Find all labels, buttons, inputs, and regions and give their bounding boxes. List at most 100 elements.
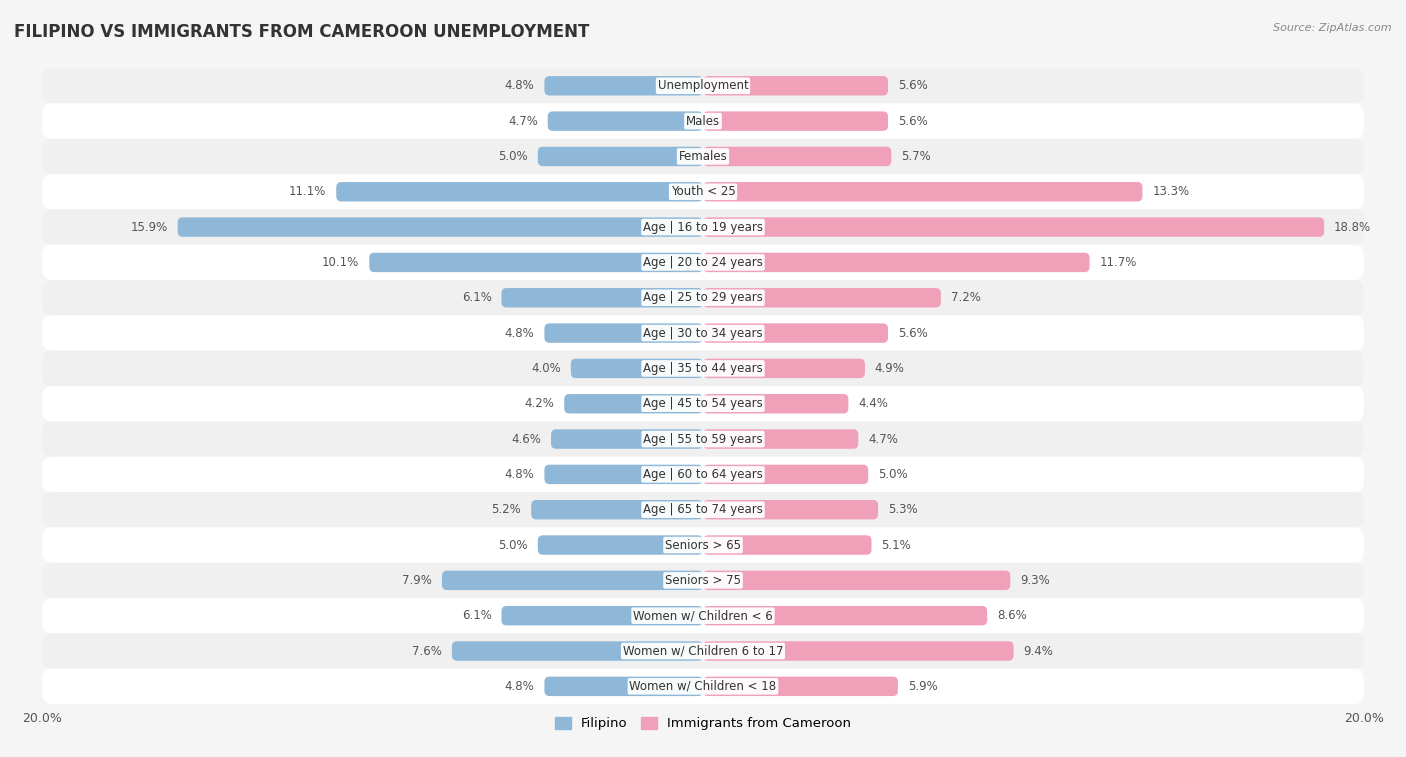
FancyBboxPatch shape [502, 288, 703, 307]
Text: 15.9%: 15.9% [131, 220, 167, 234]
FancyBboxPatch shape [703, 288, 941, 307]
Text: 9.3%: 9.3% [1021, 574, 1050, 587]
Text: Age | 55 to 59 years: Age | 55 to 59 years [643, 432, 763, 446]
FancyBboxPatch shape [703, 571, 1011, 590]
FancyBboxPatch shape [703, 394, 848, 413]
FancyBboxPatch shape [42, 456, 1364, 492]
FancyBboxPatch shape [551, 429, 703, 449]
Text: 4.8%: 4.8% [505, 326, 534, 340]
Text: 4.8%: 4.8% [505, 680, 534, 693]
Text: Women w/ Children < 6: Women w/ Children < 6 [633, 609, 773, 622]
FancyBboxPatch shape [703, 535, 872, 555]
FancyBboxPatch shape [703, 111, 889, 131]
Text: 5.6%: 5.6% [898, 79, 928, 92]
Text: 4.4%: 4.4% [858, 397, 889, 410]
FancyBboxPatch shape [42, 210, 1364, 245]
Text: 4.7%: 4.7% [508, 114, 537, 128]
FancyBboxPatch shape [42, 634, 1364, 668]
Text: Source: ZipAtlas.com: Source: ZipAtlas.com [1274, 23, 1392, 33]
FancyBboxPatch shape [537, 535, 703, 555]
FancyBboxPatch shape [531, 500, 703, 519]
FancyBboxPatch shape [703, 641, 1014, 661]
FancyBboxPatch shape [42, 562, 1364, 598]
Text: 5.9%: 5.9% [908, 680, 938, 693]
Text: 4.2%: 4.2% [524, 397, 554, 410]
Text: 4.8%: 4.8% [505, 79, 534, 92]
Text: Age | 60 to 64 years: Age | 60 to 64 years [643, 468, 763, 481]
Text: Females: Females [679, 150, 727, 163]
Text: 9.4%: 9.4% [1024, 644, 1053, 658]
FancyBboxPatch shape [544, 465, 703, 484]
Text: Youth < 25: Youth < 25 [671, 185, 735, 198]
Text: Age | 16 to 19 years: Age | 16 to 19 years [643, 220, 763, 234]
FancyBboxPatch shape [703, 147, 891, 167]
Text: 6.1%: 6.1% [461, 291, 492, 304]
Text: Seniors > 75: Seniors > 75 [665, 574, 741, 587]
Text: 11.7%: 11.7% [1099, 256, 1137, 269]
Text: 4.9%: 4.9% [875, 362, 904, 375]
Text: 4.6%: 4.6% [512, 432, 541, 446]
Text: 8.6%: 8.6% [997, 609, 1026, 622]
FancyBboxPatch shape [42, 386, 1364, 422]
FancyBboxPatch shape [42, 422, 1364, 456]
FancyBboxPatch shape [177, 217, 703, 237]
Text: 5.0%: 5.0% [498, 150, 527, 163]
Text: 4.0%: 4.0% [531, 362, 561, 375]
Text: 6.1%: 6.1% [461, 609, 492, 622]
FancyBboxPatch shape [544, 677, 703, 696]
FancyBboxPatch shape [564, 394, 703, 413]
Text: 5.6%: 5.6% [898, 326, 928, 340]
FancyBboxPatch shape [703, 606, 987, 625]
Text: Unemployment: Unemployment [658, 79, 748, 92]
Text: Women w/ Children < 18: Women w/ Children < 18 [630, 680, 776, 693]
Text: Age | 35 to 44 years: Age | 35 to 44 years [643, 362, 763, 375]
FancyBboxPatch shape [571, 359, 703, 378]
Text: 18.8%: 18.8% [1334, 220, 1371, 234]
Text: FILIPINO VS IMMIGRANTS FROM CAMEROON UNEMPLOYMENT: FILIPINO VS IMMIGRANTS FROM CAMEROON UNE… [14, 23, 589, 41]
FancyBboxPatch shape [703, 359, 865, 378]
Legend: Filipino, Immigrants from Cameroon: Filipino, Immigrants from Cameroon [550, 712, 856, 736]
FancyBboxPatch shape [537, 147, 703, 167]
FancyBboxPatch shape [441, 571, 703, 590]
Text: 5.0%: 5.0% [879, 468, 908, 481]
FancyBboxPatch shape [42, 492, 1364, 528]
FancyBboxPatch shape [502, 606, 703, 625]
FancyBboxPatch shape [544, 76, 703, 95]
FancyBboxPatch shape [42, 598, 1364, 634]
FancyBboxPatch shape [42, 280, 1364, 316]
Text: 5.6%: 5.6% [898, 114, 928, 128]
FancyBboxPatch shape [544, 323, 703, 343]
Text: Age | 45 to 54 years: Age | 45 to 54 years [643, 397, 763, 410]
Text: 4.7%: 4.7% [868, 432, 898, 446]
Text: 5.0%: 5.0% [498, 538, 527, 552]
FancyBboxPatch shape [703, 76, 889, 95]
Text: 10.1%: 10.1% [322, 256, 360, 269]
Text: Women w/ Children 6 to 17: Women w/ Children 6 to 17 [623, 644, 783, 658]
Text: 5.2%: 5.2% [492, 503, 522, 516]
FancyBboxPatch shape [42, 245, 1364, 280]
FancyBboxPatch shape [42, 104, 1364, 139]
FancyBboxPatch shape [703, 253, 1090, 273]
FancyBboxPatch shape [451, 641, 703, 661]
Text: 4.8%: 4.8% [505, 468, 534, 481]
Text: Age | 25 to 29 years: Age | 25 to 29 years [643, 291, 763, 304]
FancyBboxPatch shape [703, 429, 858, 449]
FancyBboxPatch shape [42, 350, 1364, 386]
Text: 11.1%: 11.1% [290, 185, 326, 198]
FancyBboxPatch shape [42, 316, 1364, 350]
Text: Age | 65 to 74 years: Age | 65 to 74 years [643, 503, 763, 516]
FancyBboxPatch shape [42, 68, 1364, 104]
Text: Age | 30 to 34 years: Age | 30 to 34 years [643, 326, 763, 340]
FancyBboxPatch shape [336, 182, 703, 201]
FancyBboxPatch shape [548, 111, 703, 131]
FancyBboxPatch shape [42, 668, 1364, 704]
FancyBboxPatch shape [370, 253, 703, 273]
Text: 7.6%: 7.6% [412, 644, 441, 658]
Text: Seniors > 65: Seniors > 65 [665, 538, 741, 552]
Text: 5.7%: 5.7% [901, 150, 931, 163]
Text: 7.9%: 7.9% [402, 574, 432, 587]
FancyBboxPatch shape [42, 528, 1364, 562]
Text: Age | 20 to 24 years: Age | 20 to 24 years [643, 256, 763, 269]
Text: Males: Males [686, 114, 720, 128]
FancyBboxPatch shape [703, 500, 879, 519]
